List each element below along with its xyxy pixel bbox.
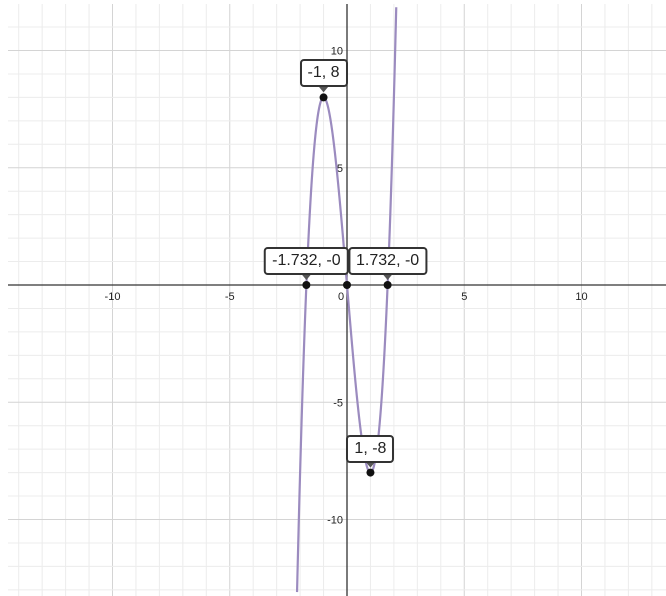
point-marker	[319, 93, 328, 102]
y-tick-label: -10	[327, 515, 343, 527]
point-label[interactable]: 1, -8	[346, 434, 395, 463]
point-marker	[302, 281, 311, 289]
y-tick-label: 10	[331, 46, 343, 58]
label-pointer	[382, 274, 393, 280]
label-pointer	[301, 274, 312, 280]
x-tick-label: 5	[461, 291, 467, 303]
function-curve	[295, 7, 398, 593]
y-tick-label: 5	[337, 163, 343, 175]
x-tick-label: 0	[338, 291, 344, 303]
label-pointer	[318, 86, 329, 93]
point-label[interactable]: -1.732, -0	[264, 247, 349, 275]
point-marker	[366, 468, 375, 477]
y-tick-label: -5	[333, 397, 343, 409]
x-tick-label: -5	[225, 291, 235, 303]
label-pointer	[365, 461, 376, 468]
point-label[interactable]: 1.732, -0	[348, 247, 428, 275]
x-tick-label: 10	[575, 291, 587, 303]
point-label[interactable]: -1, 8	[299, 59, 348, 88]
x-tick-label: -10	[105, 291, 121, 303]
point-marker	[343, 281, 351, 289]
point-marker	[383, 281, 392, 289]
